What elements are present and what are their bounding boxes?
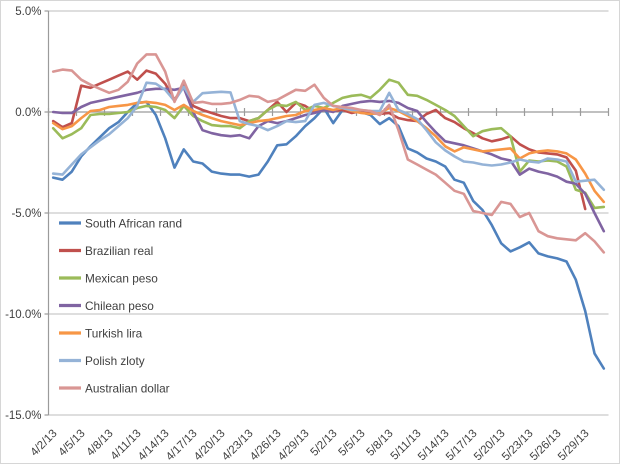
legend-label: Australian dollar	[85, 382, 170, 396]
legend-item-australian-dollar: Australian dollar	[59, 382, 170, 396]
legend-label: Polish zloty	[85, 354, 145, 368]
series-line-turkish-lira	[51, 100, 606, 204]
x-tick-label: 4/2/13	[29, 428, 60, 459]
series-lines	[51, 53, 606, 370]
legend-item-south-african-rand: South African rand	[59, 217, 182, 231]
legend-label: Brazilian real	[85, 244, 153, 258]
x-tick-label: 4/29/13	[276, 428, 312, 463]
y-tick-label: -5.0%	[11, 208, 41, 220]
x-tick-label: 5/29/13	[556, 428, 592, 463]
y-axis: 5.0% 0.0% -5.0% -10.0% -15.0%	[5, 6, 50, 422]
x-tick-label: 4/5/13	[57, 428, 88, 459]
legend-label: Turkish lira	[85, 327, 143, 341]
series-line-australian-dollar	[51, 53, 606, 254]
y-tick-label: 0.0%	[15, 107, 41, 119]
y-tick-label: -15.0%	[5, 410, 41, 422]
series-line-polish-zloty	[51, 81, 606, 192]
legend-item-chilean-peso: Chilean peso	[59, 299, 154, 313]
legend-label: Chilean peso	[85, 299, 154, 313]
x-axis: 4/2/134/5/134/8/134/11/134/14/134/17/134…	[29, 108, 610, 463]
legend: South African rand Brazilian real Mexican …	[59, 217, 182, 396]
legend-item-polish-zloty: Polish zloty	[59, 354, 145, 368]
legend-item-mexican-peso: Mexican peso	[59, 272, 158, 286]
x-tick-label: 5/2/13	[309, 428, 340, 459]
legend-item-brazilian-real: Brazilian real	[59, 244, 153, 258]
legend-label: Mexican peso	[85, 272, 158, 286]
y-tick-label: -10.0%	[5, 309, 41, 321]
y-tick-label: 5.0%	[15, 6, 41, 18]
legend-label: South African rand	[85, 217, 182, 231]
x-tick-label: 5/5/13	[337, 428, 368, 459]
legend-item-turkish-lira: Turkish lira	[59, 327, 143, 341]
